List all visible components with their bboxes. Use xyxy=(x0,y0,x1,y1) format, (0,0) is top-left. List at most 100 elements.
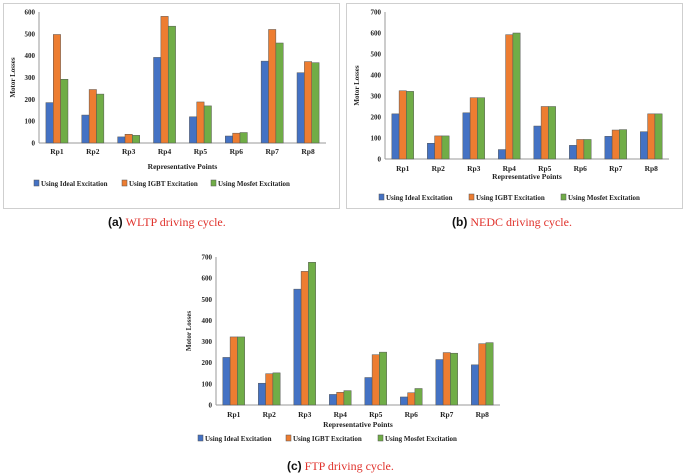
b-x-tick-label: Rp7 xyxy=(609,164,623,173)
c-bar-ideal xyxy=(471,364,479,406)
caption-a: (a) WLTP driving cycle. xyxy=(108,215,226,230)
b-bar-ideal xyxy=(640,131,648,160)
c-bar-mosfet xyxy=(237,336,245,406)
a-bar-mosfet xyxy=(96,93,105,144)
b-bar-igbt xyxy=(505,34,514,160)
c-bar-ideal xyxy=(435,359,444,406)
caption-b: (b) NEDC driving cycle. xyxy=(452,215,572,230)
a-legend-label-ideal: Using Ideal Excitation xyxy=(41,180,108,188)
a-x-tick-label: Rp1 xyxy=(50,147,64,156)
a-bar-igbt xyxy=(304,61,312,144)
c-bar-ideal xyxy=(258,382,266,406)
caption-b-label: (b) xyxy=(452,215,468,229)
c-legend-label-ideal: Using Ideal Excitation xyxy=(205,435,272,443)
chart-b-svg: 0 100 200 300 400 500 600 700 Rp1 Rp2 Rp3 Rp4 Rp5 Rp6… xyxy=(353,9,669,202)
c-bar-mosfet xyxy=(450,352,458,406)
a-bar-mosfet xyxy=(132,135,140,144)
c-x-axis-title: Representative Points xyxy=(323,420,393,429)
a-bar-igbt xyxy=(160,16,169,144)
b-x-tick-label: Rp8 xyxy=(645,164,659,173)
b-x-tick-label: Rp5 xyxy=(538,164,552,173)
caption-c-text: FTP driving cycle. xyxy=(304,459,394,473)
b-y-tick-label: 500 xyxy=(371,51,382,59)
b-x-axis-title: Representative Points xyxy=(492,172,562,181)
b-bar-ideal xyxy=(498,149,506,160)
c-y-tick-label: 600 xyxy=(202,275,213,283)
a-x-axis-title: Representative Points xyxy=(148,162,218,171)
b-y-tick-label: 600 xyxy=(371,30,382,38)
caption-a-text: WLTP driving cycle. xyxy=(125,215,226,229)
chart-a-svg: 0 100 200 300 400 500 600 Rp1 Rp2 Rp3 Rp4 Rp5 Rp6 Rp7… xyxy=(9,9,326,188)
a-bar-ideal xyxy=(260,60,269,144)
a-legend-label-igbt: Using IGBT Excitation xyxy=(129,180,198,188)
a-bar-mosfet xyxy=(275,42,284,144)
c-bar-mosfet xyxy=(414,388,423,406)
a-legend-swatch-igbt xyxy=(121,179,128,187)
b-bar-mosfet xyxy=(619,129,627,160)
b-bar-igbt xyxy=(647,113,656,160)
a-bar-igbt xyxy=(268,29,277,144)
c-x-tick-label: Rp5 xyxy=(369,410,383,419)
a-x-tick-label: Rp4 xyxy=(158,147,172,156)
c-bar-igbt xyxy=(442,352,451,406)
a-bar-igbt xyxy=(232,132,241,144)
b-bar-mosfet xyxy=(406,91,414,160)
a-bar-igbt xyxy=(196,101,205,144)
b-legend-label-igbt: Using IGBT Excitation xyxy=(476,194,545,202)
b-bar-mosfet xyxy=(583,139,592,160)
chart-panel-b: 0 100 200 300 400 500 600 700 Rp1 Rp2 Rp3 Rp4 Rp5 Rp6… xyxy=(346,3,683,209)
c-bar-ideal xyxy=(364,377,373,406)
c-bar-igbt xyxy=(265,373,274,406)
caption-c: (c) FTP driving cycle. xyxy=(287,459,394,474)
b-bar-mosfet xyxy=(654,113,663,160)
b-bar-ideal xyxy=(533,125,542,160)
c-bar-igbt xyxy=(478,343,487,406)
c-bar-igbt xyxy=(229,336,238,406)
a-bar-mosfet xyxy=(60,78,69,144)
a-x-tick-label: Rp8 xyxy=(301,147,315,156)
a-bar-ideal xyxy=(296,72,305,144)
c-x-tick-label: Rp6 xyxy=(405,410,419,419)
chart-panel-c: 0 100 200 300 400 500 600 700 Rp1 Rp2 Rp3 Rp4 Rp5 Rp6… xyxy=(182,247,512,451)
c-x-tick-label: Rp7 xyxy=(440,410,454,419)
b-legend-swatch-ideal xyxy=(378,193,385,201)
a-y-tick-label: 400 xyxy=(25,52,36,60)
c-bar-igbt xyxy=(371,354,380,406)
chart-c-svg: 0 100 200 300 400 500 600 700 Rp1 Rp2 Rp3 Rp4 Rp5 Rp6… xyxy=(185,254,500,443)
c-y-tick-label: 400 xyxy=(202,317,213,325)
b-bar-mosfet xyxy=(512,32,521,160)
a-y-tick-label: 600 xyxy=(25,9,36,17)
a-y-tick-label: 300 xyxy=(25,74,36,82)
a-bar-mosfet xyxy=(239,132,248,144)
chart-panel-a: 0 100 200 300 400 500 600 Rp1 Rp2 Rp3 Rp4 Rp5 Rp6 Rp7… xyxy=(3,3,340,209)
b-bar-igbt xyxy=(576,139,585,160)
a-bar-mosfet xyxy=(203,105,212,144)
a-x-tick-label: Rp7 xyxy=(266,147,280,156)
c-bar-mosfet xyxy=(485,342,494,406)
b-y-tick-label: 700 xyxy=(371,9,382,17)
b-legend-label-ideal: Using Ideal Excitation xyxy=(386,194,453,202)
a-bar-igbt xyxy=(124,134,133,144)
b-legend-swatch-mosfet xyxy=(560,193,567,201)
caption-b-text: NEDC driving cycle. xyxy=(470,215,572,229)
c-legend-label-mosfet: Using Mosfet Excitation xyxy=(385,435,457,443)
c-legend-swatch-igbt xyxy=(285,434,292,442)
c-y-tick-label: 100 xyxy=(202,380,213,388)
b-bar-ideal xyxy=(462,112,471,160)
caption-c-label: (c) xyxy=(287,459,302,473)
a-y-axis-title: Motor Losses xyxy=(9,57,17,97)
a-bar-igbt xyxy=(53,34,61,144)
a-legend-swatch-mosfet xyxy=(210,179,217,187)
a-legend-swatch-ideal xyxy=(33,179,40,187)
c-bar-ideal xyxy=(400,396,408,406)
a-bar-ideal xyxy=(45,102,54,144)
a-y-tick-label: 100 xyxy=(25,118,36,126)
b-bar-ideal xyxy=(427,143,435,160)
b-bar-mosfet xyxy=(441,135,450,160)
c-bar-ideal xyxy=(329,394,337,406)
a-bar-mosfet xyxy=(167,25,176,144)
b-bar-ideal xyxy=(604,136,613,160)
a-bar-ideal xyxy=(153,57,162,144)
b-bar-ideal xyxy=(391,113,400,160)
c-x-tick-label: Rp4 xyxy=(334,410,348,419)
